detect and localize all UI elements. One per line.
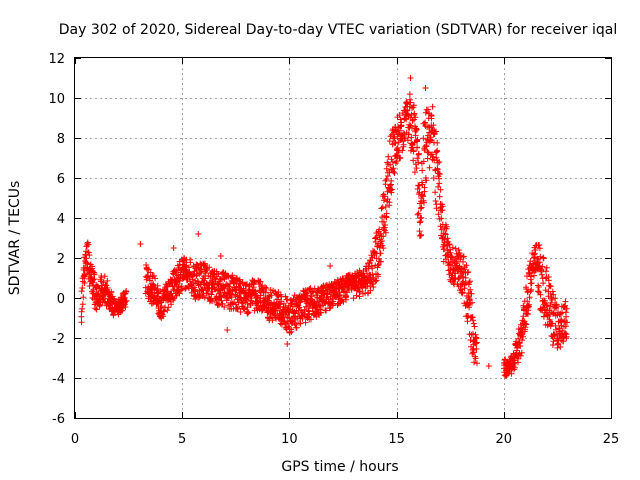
x-tick-label: 20 — [496, 432, 513, 447]
data-point — [485, 363, 492, 369]
y-tick-label: 4 — [57, 212, 65, 227]
data-point — [327, 263, 334, 269]
data-point — [455, 247, 462, 253]
y-tick-label: 12 — [48, 52, 65, 67]
data-point — [224, 327, 231, 333]
y-tick-label: 10 — [48, 92, 65, 107]
data-point-markers — [78, 91, 570, 379]
x-tick-label: 25 — [603, 432, 620, 447]
y-tick-label: 0 — [57, 292, 65, 307]
x-axis-title: GPS time / hours — [281, 459, 398, 475]
x-tick-label: 15 — [388, 432, 405, 447]
data-point — [502, 373, 509, 379]
data-points — [78, 75, 570, 379]
axis-ticks: 0 5 10 15 20 25 -6 -4 -2 0 2 4 6 8 10 12 — [48, 52, 619, 447]
chart-title: Day 302 of 2020, Sidereal Day-to-day VTE… — [59, 22, 617, 38]
y-tick-label: 8 — [57, 132, 65, 147]
grid — [75, 58, 611, 418]
data-point — [137, 241, 144, 247]
y-tick-label: 6 — [57, 172, 65, 187]
plot-frame — [74, 57, 612, 419]
x-tick-label: 0 — [71, 432, 79, 447]
y-tick-label: -6 — [52, 412, 65, 427]
data-point — [195, 231, 202, 237]
data-point — [217, 253, 224, 259]
x-tick-label: 5 — [178, 432, 186, 447]
y-tick-label: -4 — [52, 372, 65, 387]
y-axis-title: SDTVAR / TECUs — [7, 181, 23, 296]
data-point — [170, 245, 177, 251]
x-tick-label: 10 — [281, 432, 298, 447]
y-tick-label: 2 — [57, 252, 65, 267]
data-point — [284, 341, 291, 347]
y-tick-label: -2 — [52, 332, 65, 347]
data-point — [422, 85, 429, 91]
data-point — [407, 75, 414, 81]
